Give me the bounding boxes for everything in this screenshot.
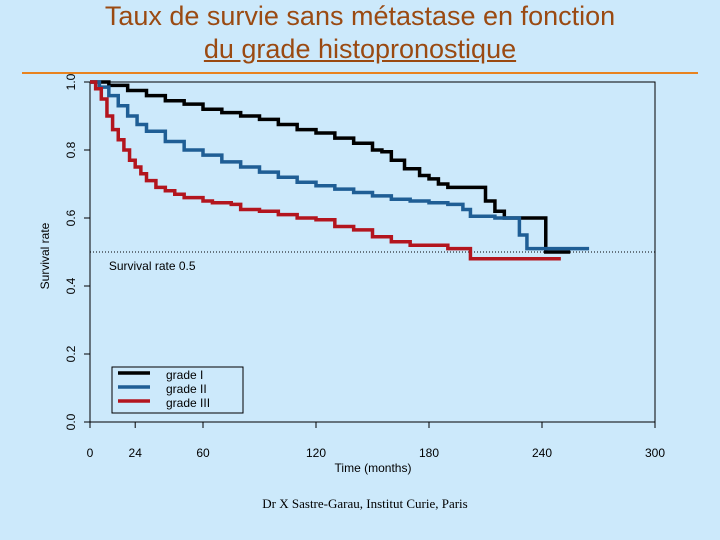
y-tick-label: 0.2	[64, 345, 78, 362]
x-tick-label: 60	[196, 446, 210, 460]
credit-text: Dr X Sastre-Garau, Institut Curie, Paris	[262, 496, 468, 511]
x-tick-label: 0	[87, 446, 94, 460]
x-axis: 0 24 60 120 180 240 300	[87, 422, 665, 460]
y-tick-label: 0.4	[64, 277, 78, 294]
reference-line-label: Survival rate 0.5	[109, 259, 196, 273]
x-tick-label: 300	[645, 446, 665, 460]
y-tick-label: 0.6	[64, 209, 78, 226]
y-tick-label: 0.8	[64, 141, 78, 158]
series-line-grade-ii	[90, 80, 590, 251]
x-axis-title: Time (months)	[335, 461, 412, 475]
legend-box	[111, 366, 244, 414]
title-underline-rule	[22, 72, 698, 74]
x-tick-label: 120	[306, 446, 326, 460]
series-layer	[90, 80, 590, 261]
y-axis-title: Survival rate	[38, 222, 52, 289]
slide-title-line-2: du grade histopronostique	[203, 34, 517, 64]
slide-title-line-1: Taux de survie sans métastase en fonctio…	[104, 1, 616, 31]
y-tick-label: 0.0	[64, 413, 78, 430]
legend-label: grade I	[166, 368, 203, 382]
y-tick-label: 1.0	[64, 73, 78, 90]
x-tick-label: 240	[532, 446, 552, 460]
series-line-grade-i	[90, 80, 571, 254]
y-axis: 0.0 0.2 0.4 0.6 0.8 1.0	[64, 73, 90, 430]
slide-title: Taux de survie sans métastase en fonctio…	[0, 0, 720, 66]
legend-label: grade III	[166, 396, 210, 410]
legend-label: grade II	[166, 382, 207, 396]
x-tick-label: 180	[419, 446, 439, 460]
series-line-grade-iii	[90, 80, 561, 261]
x-tick-label: 24	[129, 446, 143, 460]
